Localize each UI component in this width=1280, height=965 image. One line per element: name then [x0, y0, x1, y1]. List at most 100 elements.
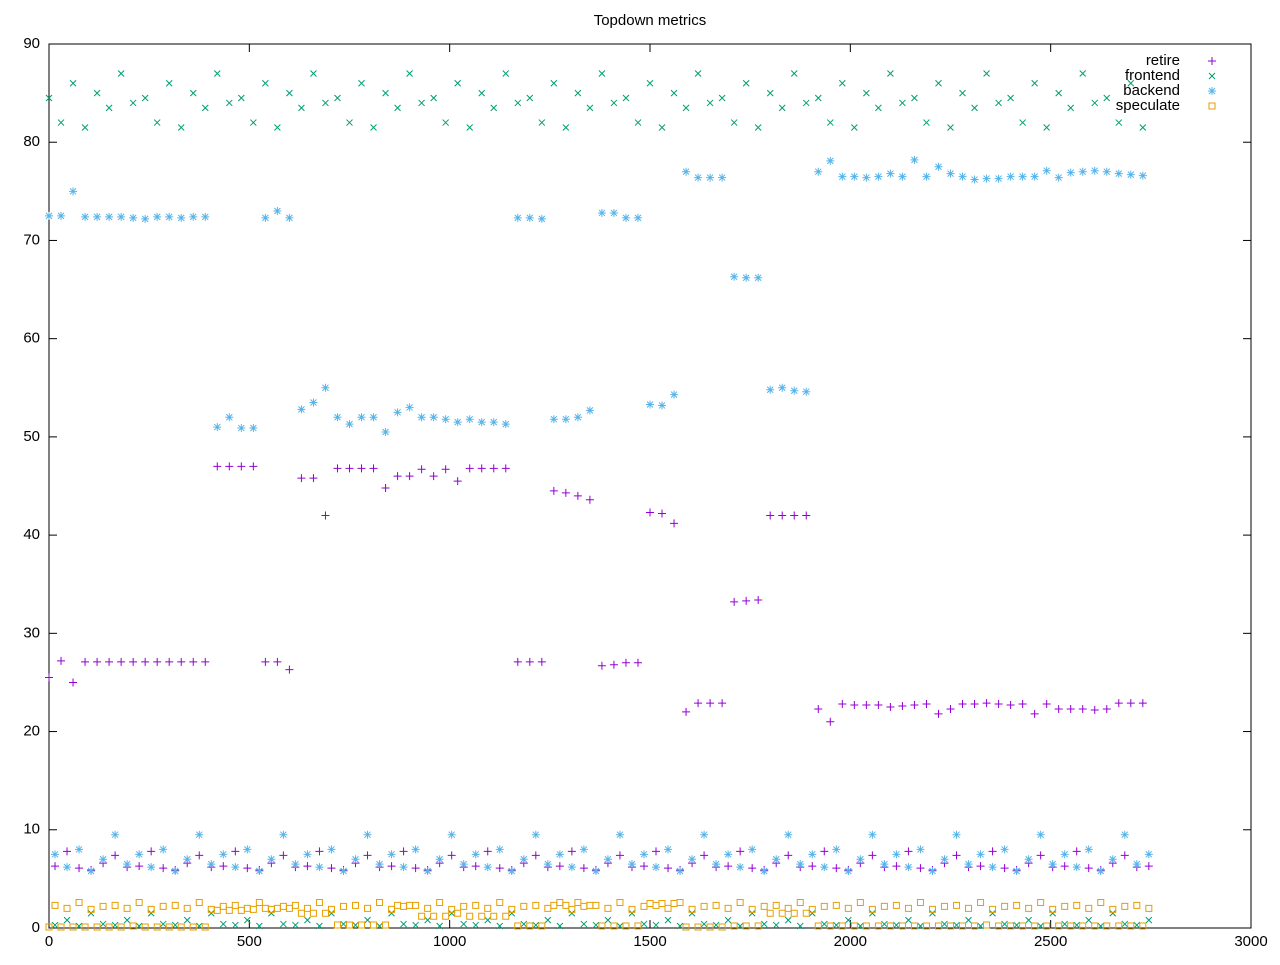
data-point: [712, 860, 721, 869]
data-point: [159, 902, 167, 910]
data-point: [694, 70, 702, 77]
data-point: [748, 864, 757, 873]
data-point: [567, 863, 576, 872]
data-point: [634, 119, 642, 126]
y-tick-label: 70: [23, 231, 40, 248]
data-point: [357, 413, 366, 422]
data-point: [513, 657, 522, 666]
data-point: [231, 921, 239, 929]
data-point: [875, 104, 882, 112]
data-point: [880, 860, 889, 869]
data-point: [1085, 904, 1093, 912]
data-point: [376, 898, 384, 906]
data-point: [213, 906, 221, 914]
data-point: [183, 855, 192, 864]
data-point: [748, 845, 757, 854]
data-point: [808, 850, 817, 859]
data-point: [886, 703, 895, 711]
data-point: [1126, 170, 1135, 179]
data-point: [923, 119, 930, 126]
data-point: [995, 99, 1002, 107]
data-point: [946, 704, 955, 713]
data-point: [796, 860, 805, 869]
data-point: [195, 851, 204, 860]
data-point: [310, 70, 317, 77]
data-point: [694, 699, 703, 708]
data-point: [568, 905, 576, 913]
data-point: [742, 596, 751, 605]
data-point: [418, 912, 426, 920]
data-point: [1072, 847, 1081, 856]
data-point: [1097, 898, 1105, 906]
data-point: [664, 904, 672, 912]
data-point: [219, 850, 228, 859]
data-point: [1127, 922, 1135, 930]
data-point: [1001, 920, 1008, 928]
data-point: [633, 658, 642, 667]
y-tick-label: 90: [23, 35, 40, 52]
data-point: [730, 922, 738, 930]
data-point: [334, 94, 341, 102]
data-point: [423, 867, 432, 876]
data-point: [863, 89, 870, 97]
data-point: [802, 511, 811, 520]
data-point: [363, 851, 372, 860]
data-point: [51, 850, 60, 859]
data-point: [225, 462, 234, 471]
data-point: [471, 862, 480, 871]
data-point: [519, 855, 528, 864]
y-tick-label: 80: [23, 133, 40, 150]
data-point: [1067, 922, 1075, 930]
data-point: [123, 916, 131, 924]
data-point: [658, 509, 667, 518]
data-point: [1079, 70, 1087, 77]
data-point: [111, 901, 119, 909]
data-point: [935, 79, 942, 87]
data-point: [201, 923, 209, 931]
data-point: [832, 845, 841, 854]
data-point: [346, 119, 353, 126]
data-point: [850, 172, 859, 181]
data-point: [567, 847, 576, 856]
data-point: [658, 401, 667, 410]
data-point: [585, 495, 594, 504]
data-point: [153, 923, 161, 931]
data-point: [219, 920, 227, 928]
data-point: [1084, 845, 1093, 854]
data-point: [904, 863, 913, 872]
data-point: [123, 904, 131, 912]
data-point: [627, 860, 636, 869]
data-point: [105, 657, 114, 666]
data-point: [850, 124, 858, 131]
data-point: [195, 922, 203, 930]
data-point: [1139, 922, 1147, 930]
data-point: [610, 922, 618, 930]
data-point: [928, 905, 936, 913]
data-point: [1126, 699, 1135, 708]
data-point: [69, 79, 77, 87]
data-point: [947, 124, 954, 131]
data-point: [1025, 904, 1033, 912]
data-point: [983, 70, 990, 77]
data-point: [922, 700, 931, 709]
data-point: [766, 511, 775, 520]
data-point: [237, 94, 245, 102]
data-point: [496, 898, 504, 906]
data-point: [460, 920, 468, 928]
data-point: [537, 214, 546, 223]
data-point: [706, 923, 714, 931]
data-point: [814, 94, 822, 102]
data-point: [1060, 850, 1069, 859]
data-point: [526, 94, 534, 102]
data-point: [279, 851, 288, 860]
data-point: [472, 921, 480, 929]
data-point: [1007, 94, 1014, 102]
data-point: [568, 909, 576, 917]
data-point: [609, 208, 618, 217]
data-point: [1066, 168, 1075, 177]
data-point: [1049, 905, 1057, 913]
data-point: [615, 830, 624, 839]
x-tick-label: 1500: [633, 933, 666, 950]
data-point: [844, 867, 853, 876]
y-tick-label: 10: [23, 821, 40, 838]
